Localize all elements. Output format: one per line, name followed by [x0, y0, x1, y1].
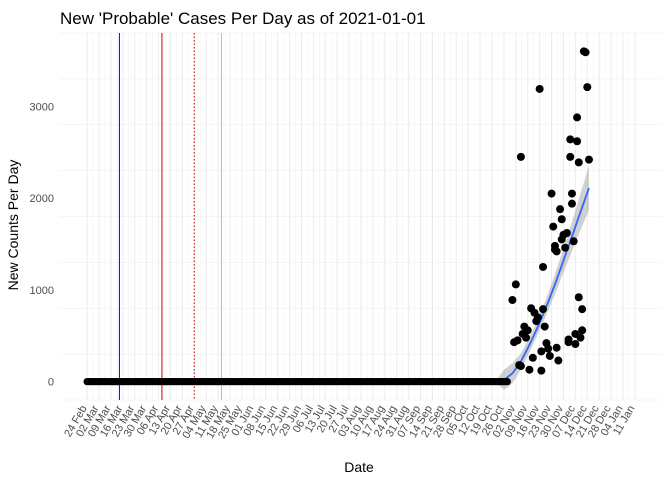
data-point [567, 199, 576, 208]
data-point [567, 189, 576, 198]
y-axis-title: New Counts Per Day [5, 160, 21, 291]
data-point [508, 295, 517, 304]
data-point [522, 333, 531, 342]
data-point [523, 326, 532, 335]
data-point [574, 158, 583, 167]
data-point [578, 326, 587, 335]
data-point [528, 353, 537, 362]
data-point [573, 113, 582, 122]
y-axis-ticks: 0 1000 2000 3000 [30, 101, 54, 388]
data-point [545, 351, 554, 360]
data-point [574, 293, 583, 302]
data-point [566, 152, 575, 161]
reference-lines [118, 33, 222, 400]
data-point [525, 365, 534, 374]
data-point [557, 215, 566, 224]
y-tick-label: 1000 [30, 285, 54, 297]
data-points [83, 47, 593, 386]
y-tick-label: 0 [48, 377, 54, 389]
data-point [552, 343, 561, 352]
data-point [533, 313, 542, 322]
data-point [549, 222, 558, 231]
data-point [516, 362, 525, 371]
data-point [581, 48, 590, 57]
chart-title: New 'Probable' Cases Per Day as of 2021-… [60, 9, 426, 28]
data-point [537, 347, 546, 356]
data-point [539, 305, 548, 314]
data-point [544, 344, 553, 353]
data-point [503, 378, 511, 386]
data-point [535, 84, 544, 93]
grid [60, 32, 662, 401]
data-point [547, 189, 556, 198]
data-point [573, 137, 582, 146]
data-point [569, 237, 578, 246]
y-tick-label: 3000 [30, 101, 54, 113]
data-point [537, 366, 546, 375]
data-point [516, 152, 525, 161]
data-point [540, 322, 549, 331]
data-point [562, 229, 571, 238]
data-point [564, 335, 573, 344]
data-point [584, 155, 593, 164]
data-point [554, 356, 563, 365]
data-point [583, 83, 592, 92]
data-point [513, 336, 522, 345]
data-point [552, 247, 561, 256]
data-point [539, 262, 548, 271]
y-tick-label: 2000 [30, 193, 54, 205]
data-point [566, 135, 575, 144]
x-axis-title: Date [344, 459, 374, 475]
data-point [571, 340, 580, 349]
data-point [511, 280, 520, 289]
data-point [561, 243, 570, 252]
data-point [576, 333, 585, 342]
data-point [578, 305, 587, 314]
data-point [556, 205, 565, 214]
